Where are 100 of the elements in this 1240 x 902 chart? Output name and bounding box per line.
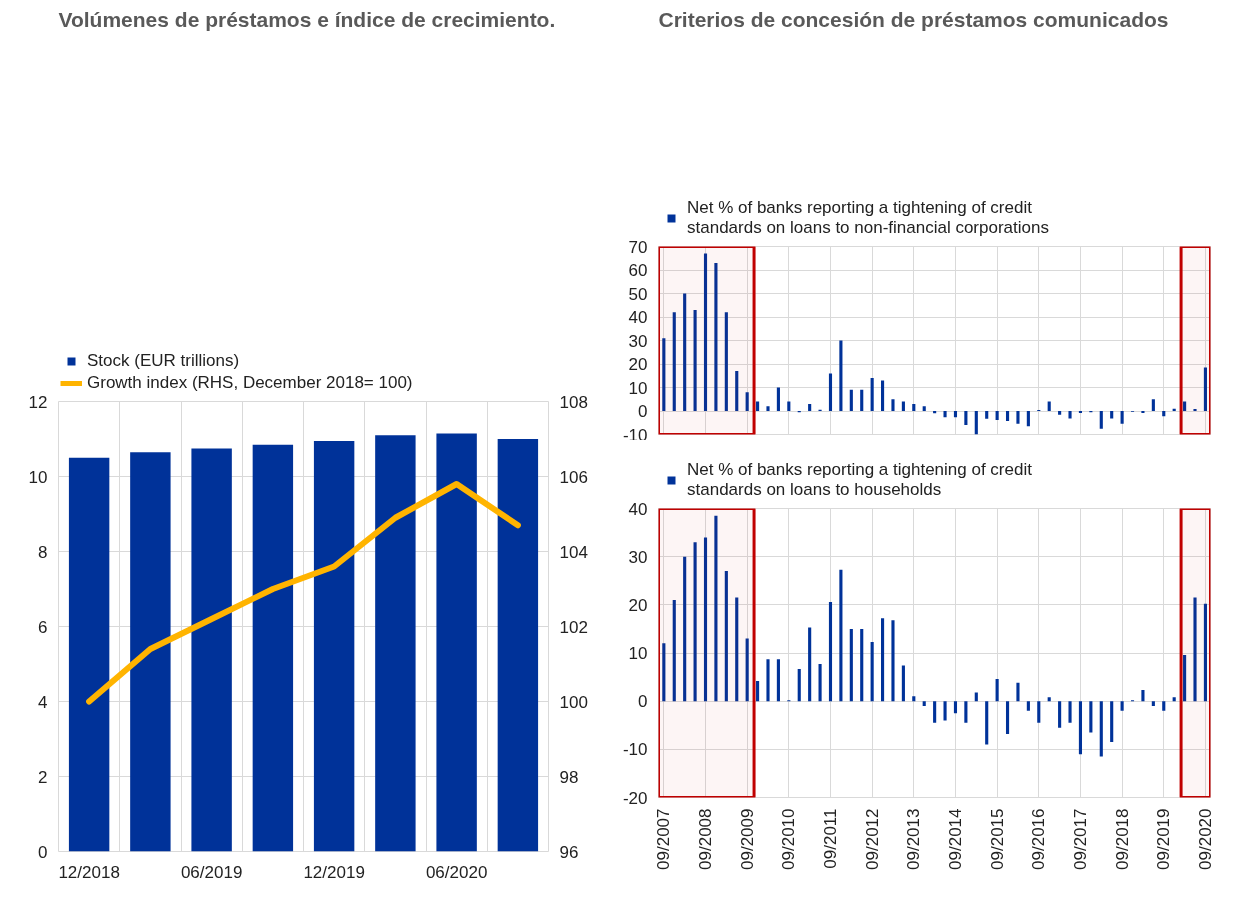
bar: [818, 664, 822, 702]
bar: [912, 696, 916, 702]
bar: [1120, 411, 1124, 424]
bar: [849, 389, 853, 411]
bar: [693, 309, 697, 411]
bar: [943, 411, 947, 418]
bar: [1203, 367, 1207, 411]
bar: [912, 403, 916, 411]
bar: [1068, 701, 1072, 723]
x-tick-label: 09/2014: [945, 808, 965, 870]
x-tick-label: 09/2010: [779, 808, 799, 870]
y2-tick-label: 104: [559, 542, 588, 562]
bar: [953, 411, 958, 418]
bar: [1183, 654, 1187, 702]
y-tick-label: 60: [628, 261, 648, 280]
bar: [1151, 399, 1155, 411]
bar: [1162, 411, 1166, 417]
bar: [313, 440, 355, 852]
bar: [808, 403, 812, 411]
y-tick-label: 30: [628, 547, 648, 567]
legend-label: Net % of banks reporting a tightening of credit standards on loans to households: [687, 460, 1032, 500]
y-tick-label: 20: [628, 355, 648, 374]
bar: [1016, 411, 1020, 424]
x-tick-label: 09/2018: [1112, 808, 1132, 870]
bar: [130, 452, 171, 852]
y-tick-label: 70: [628, 237, 648, 257]
bar: [985, 701, 989, 745]
bar: [849, 628, 853, 702]
bar: [1068, 411, 1072, 419]
bar: [766, 406, 770, 411]
bar: [964, 411, 968, 426]
x-tick-label: 06/2020: [425, 862, 488, 882]
bar: [1151, 701, 1155, 706]
y-tick-label: 0: [638, 692, 648, 712]
bar: [735, 371, 739, 411]
y-tick-label: 2: [38, 767, 48, 787]
legend-label: Stock (EUR trillions): [87, 351, 240, 371]
bar: [901, 401, 905, 411]
bar: [1037, 701, 1041, 723]
y2-tick-label: 108: [559, 392, 588, 412]
bar: [1172, 697, 1176, 702]
y-tick-label: 50: [628, 284, 648, 304]
bar: [68, 457, 110, 852]
x-tick-label: 09/2008: [696, 808, 716, 870]
bar: [252, 444, 294, 852]
bar: [1089, 701, 1093, 733]
bar: [870, 641, 874, 702]
y2-tick-label: 100: [559, 692, 588, 712]
bar: [1047, 697, 1051, 702]
y2-tick-label: 98: [559, 767, 579, 787]
legend-label: Net % of banks reporting a tightening of credit standards on loans to non-financial corporations: [687, 198, 1049, 238]
y-tick-label: 4: [38, 692, 48, 712]
bar: [745, 392, 749, 411]
bar: [995, 411, 999, 420]
bar: [860, 628, 864, 702]
bar: [703, 537, 708, 702]
y-tick-label: 6: [38, 617, 48, 637]
bar: [745, 638, 749, 702]
bar: [891, 620, 895, 702]
bar: [756, 401, 760, 411]
bar: [870, 378, 874, 411]
bar: [1005, 701, 1010, 734]
bar: [1099, 411, 1103, 429]
bar: [436, 433, 477, 852]
bar: [1005, 411, 1010, 422]
bar: [497, 439, 539, 852]
bar: [724, 312, 728, 411]
bar: [974, 411, 978, 435]
y2-tick-label: 102: [559, 617, 588, 637]
bar: [776, 387, 780, 411]
bar: [995, 679, 999, 702]
bar: [1078, 701, 1083, 755]
y-tick-label: 0: [38, 842, 48, 862]
bar: [1047, 401, 1051, 411]
x-tick-label: 06/2019: [180, 862, 243, 882]
chart-title: Criterios de concesión de préstamos comunicados: [658, 7, 1169, 31]
bar: [891, 399, 895, 411]
y-tick-label: -20: [622, 788, 648, 808]
bar: [787, 401, 791, 411]
x-tick-label: 09/2016: [1029, 808, 1049, 870]
bar: [943, 701, 947, 721]
y-tick-label: 12: [28, 392, 48, 412]
bar: [662, 338, 666, 411]
bar: [901, 665, 905, 702]
bar: [1162, 701, 1166, 711]
y2-tick-label: 106: [559, 467, 588, 487]
bar: [375, 435, 416, 852]
bar: [1099, 701, 1103, 757]
y-tick-label: 0: [638, 402, 648, 421]
bar: [672, 312, 676, 411]
bar: [828, 601, 833, 702]
bar: [1193, 597, 1197, 702]
bar: [1058, 411, 1062, 415]
bar: [1120, 701, 1124, 711]
bar: [724, 571, 728, 702]
bar: [1016, 682, 1020, 702]
bar: [683, 556, 687, 702]
x-tick-label: 09/2019: [1154, 808, 1174, 870]
bar: [714, 515, 718, 702]
bar: [797, 668, 801, 702]
